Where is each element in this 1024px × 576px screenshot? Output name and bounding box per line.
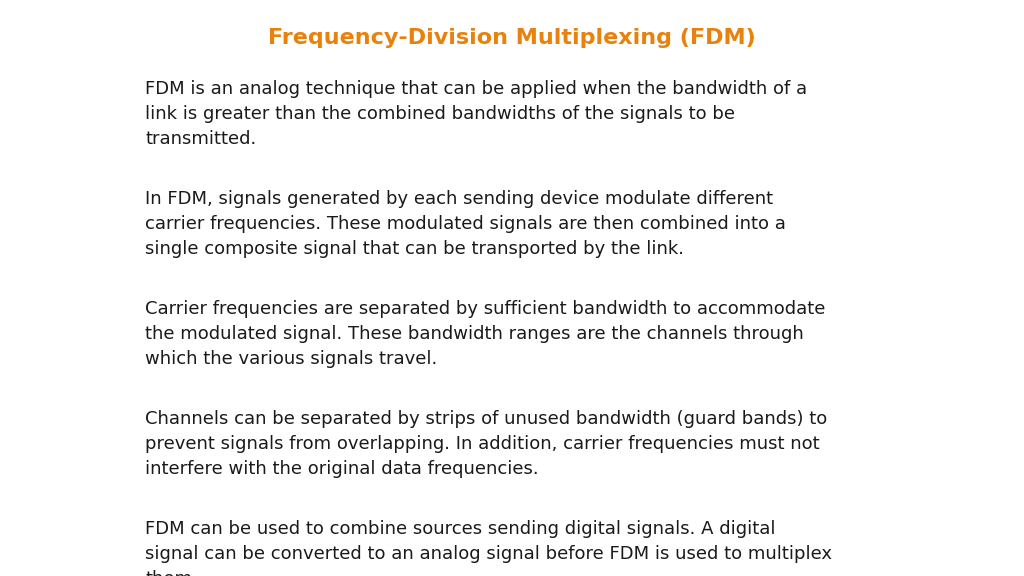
Text: FDM is an analog technique that can be applied when the bandwidth of a
link is g: FDM is an analog technique that can be a… — [145, 80, 807, 148]
Text: Channels can be separated by strips of unused bandwidth (guard bands) to
prevent: Channels can be separated by strips of u… — [145, 410, 827, 478]
Text: Carrier frequencies are separated by sufficient bandwidth to accommodate
the mod: Carrier frequencies are separated by suf… — [145, 300, 825, 368]
Text: In FDM, signals generated by each sending device modulate different
carrier freq: In FDM, signals generated by each sendin… — [145, 190, 785, 258]
Text: FDM can be used to combine sources sending digital signals. A digital
signal can: FDM can be used to combine sources sendi… — [145, 520, 831, 576]
Text: Frequency-Division Multiplexing (FDM): Frequency-Division Multiplexing (FDM) — [268, 28, 756, 48]
